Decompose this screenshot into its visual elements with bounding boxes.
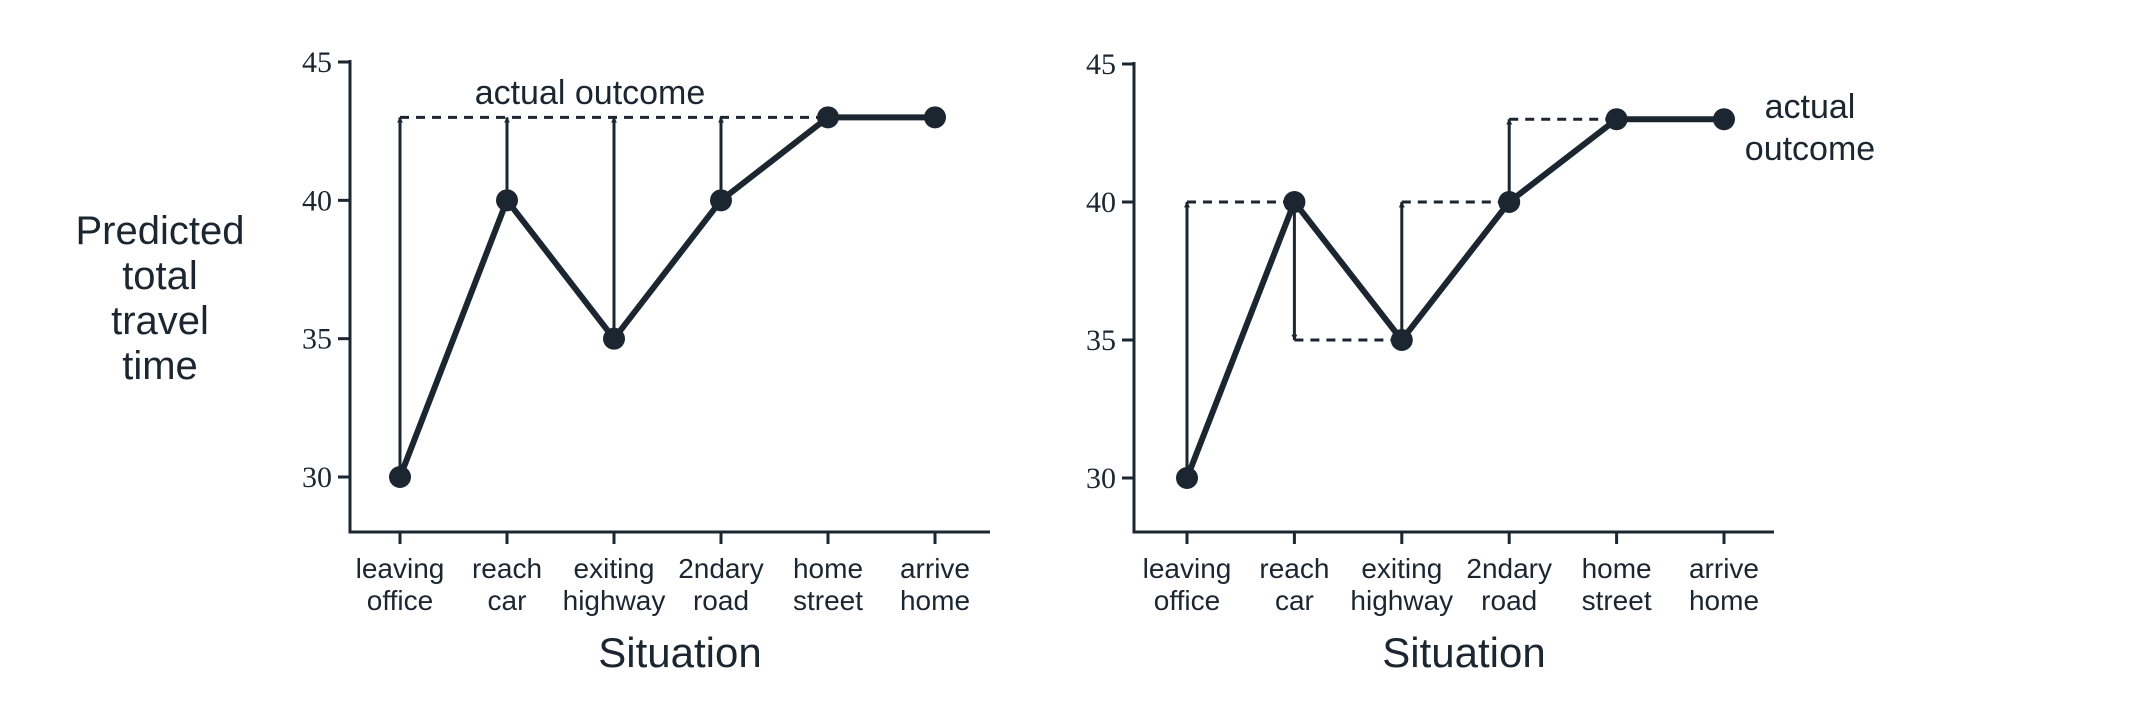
y-axis-title: time bbox=[122, 344, 198, 388]
x-tick-label: 2ndary bbox=[1466, 553, 1552, 584]
x-tick-label: exiting bbox=[1361, 553, 1442, 584]
y-tick-label: 45 bbox=[302, 46, 332, 79]
data-point bbox=[389, 466, 411, 488]
x-tick-label: leaving bbox=[1143, 553, 1232, 584]
prediction-series-line bbox=[397, 114, 935, 479]
data-point bbox=[817, 106, 839, 129]
x-tick-label: arrive bbox=[1689, 553, 1759, 584]
x-tick-label: 2ndary bbox=[678, 553, 764, 584]
x-tick-label: office bbox=[367, 585, 433, 616]
data-point bbox=[1498, 191, 1521, 213]
actual-outcome-label: outcome bbox=[1745, 130, 1875, 168]
x-tick-label: road bbox=[1481, 585, 1537, 616]
x-tick-label: street bbox=[1582, 585, 1652, 616]
x-tick-label: home bbox=[1582, 553, 1652, 584]
x-tick-label: arrive bbox=[900, 553, 970, 584]
x-tick-label: home bbox=[793, 553, 863, 584]
prediction-series-line bbox=[1184, 116, 1724, 480]
y-tick-label: 35 bbox=[1086, 324, 1116, 357]
actual-outcome-label: actual outcome bbox=[475, 74, 706, 112]
y-axis-title: total bbox=[122, 254, 198, 298]
y-tick-label: 40 bbox=[302, 184, 332, 217]
x-tick-label: office bbox=[1154, 585, 1220, 616]
data-point bbox=[1713, 108, 1735, 131]
x-tick-label: road bbox=[693, 585, 749, 616]
x-tick-label: home bbox=[900, 585, 970, 616]
y-tick-label: 30 bbox=[1086, 462, 1116, 495]
data-point bbox=[1176, 467, 1198, 489]
data-point bbox=[1283, 191, 1306, 213]
x-tick-label: highway bbox=[1350, 585, 1453, 616]
data-point bbox=[603, 327, 625, 350]
x-tick-label: street bbox=[793, 585, 863, 616]
x-tick-label: home bbox=[1689, 585, 1759, 616]
y-tick-label: 40 bbox=[1086, 186, 1116, 219]
y-tick-label: 35 bbox=[302, 323, 332, 356]
y-tick-label: 45 bbox=[1086, 48, 1116, 81]
x-tick-label: reach bbox=[472, 553, 542, 584]
x-tick-label: car bbox=[488, 585, 527, 616]
x-tick-label: leaving bbox=[356, 553, 445, 584]
data-point bbox=[924, 106, 946, 129]
x-axis-title: Situation bbox=[598, 629, 761, 676]
x-axis-title: Situation bbox=[1382, 629, 1545, 676]
x-tick-label: car bbox=[1275, 585, 1314, 616]
data-point bbox=[710, 189, 732, 212]
x-tick-label: reach bbox=[1259, 553, 1329, 584]
y-axis-title: travel bbox=[111, 299, 209, 343]
data-point bbox=[496, 189, 518, 212]
x-tick-label: highway bbox=[563, 585, 666, 616]
actual-outcome-label: actual bbox=[1765, 88, 1856, 126]
y-axis-title: Predicted bbox=[76, 209, 245, 253]
x-tick-label: exiting bbox=[574, 553, 655, 584]
y-tick-label: 30 bbox=[302, 461, 332, 494]
data-point bbox=[1390, 329, 1413, 351]
data-point bbox=[1605, 108, 1628, 131]
